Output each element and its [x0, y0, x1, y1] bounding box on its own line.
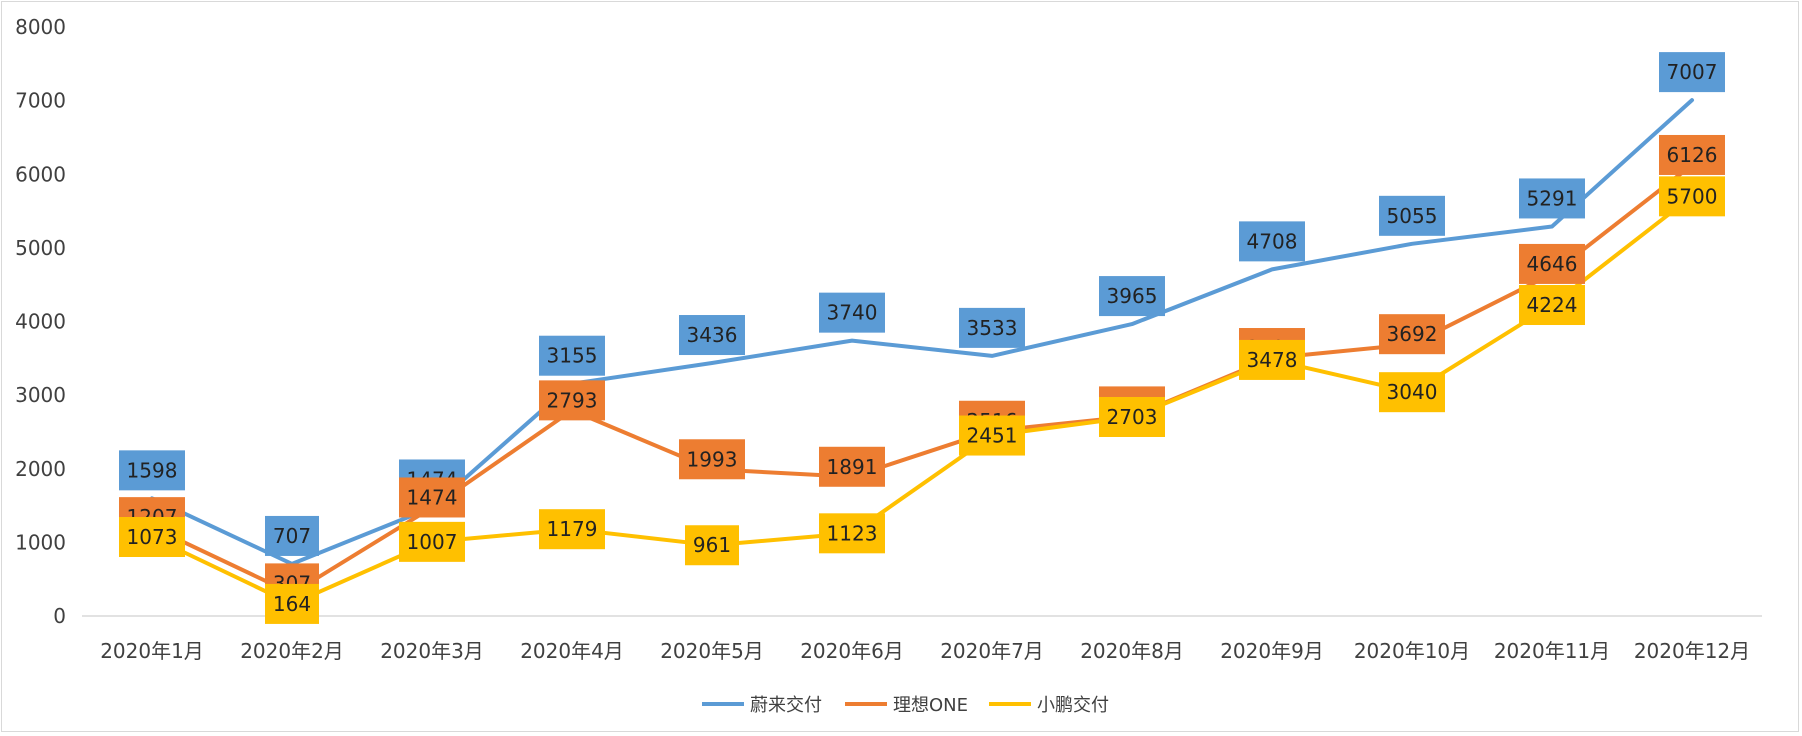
- legend: 蔚来交付 理想ONE 小鹏交付: [702, 695, 1109, 716]
- data-label-box: [1099, 396, 1165, 437]
- data-label: 1891: [827, 455, 878, 479]
- x-tick-label: 2020年11月: [1494, 639, 1610, 663]
- series-line: [150, 98, 1694, 566]
- legend-label: 蔚来交付: [750, 695, 822, 716]
- x-tick-label: 2020年4月: [520, 639, 624, 663]
- data-label: 3155: [547, 344, 598, 368]
- data-label: 3965: [1107, 284, 1158, 308]
- data-label-box: [1519, 285, 1585, 326]
- legend-label: 小鹏交付: [1037, 695, 1109, 716]
- y-tick-label: 0: [53, 604, 66, 628]
- data-label-box: [1239, 221, 1305, 262]
- x-tick-label: 2020年3月: [380, 639, 484, 663]
- data-label: 707: [273, 524, 311, 548]
- data-label-box: [819, 292, 885, 333]
- x-tick-label: 2020年9月: [1220, 639, 1324, 663]
- data-label: 1598: [127, 458, 178, 482]
- x-tick-label: 2020年6月: [800, 639, 904, 663]
- data-label-box: [1519, 243, 1585, 284]
- data-label: 7007: [1667, 60, 1718, 84]
- data-label-box: [399, 477, 465, 518]
- data-label-box: [265, 583, 319, 624]
- data-label: 3533: [967, 316, 1018, 340]
- series-line: [150, 194, 1694, 606]
- data-label-box: [819, 446, 885, 487]
- series-lines: [150, 98, 1694, 606]
- x-tick-label: 2020年7月: [940, 639, 1044, 663]
- data-label: 961: [693, 533, 731, 557]
- y-tick-label: 2000: [15, 457, 66, 481]
- x-tick-label: 2020年5月: [660, 639, 764, 663]
- data-label-box: [1519, 178, 1585, 219]
- data-label-box: [1379, 314, 1445, 355]
- data-label-box: [1379, 195, 1445, 236]
- data-label: 1179: [547, 517, 598, 541]
- data-label: 1073: [127, 525, 178, 549]
- data-label: 6126: [1667, 143, 1718, 167]
- data-label-box: [119, 517, 185, 558]
- data-label: 3436: [687, 323, 738, 347]
- y-tick-label: 7000: [15, 89, 66, 113]
- data-label-box: [1099, 276, 1165, 317]
- data-label: 2793: [547, 388, 598, 412]
- data-label-box: [679, 439, 745, 480]
- y-tick-label: 4000: [15, 310, 66, 334]
- data-label: 3040: [1387, 380, 1438, 404]
- data-label: 5700: [1667, 184, 1718, 208]
- data-label-box: [1659, 52, 1725, 93]
- data-label-box: [265, 515, 319, 556]
- y-tick-label: 8000: [15, 15, 66, 39]
- data-label: 5055: [1387, 204, 1438, 228]
- data-label-box: [959, 415, 1025, 456]
- x-tick-label: 2020年10月: [1354, 639, 1470, 663]
- data-label-box: [539, 335, 605, 376]
- data-label: 4708: [1247, 229, 1298, 253]
- data-label-box: [959, 307, 1025, 348]
- data-label: 1007: [407, 530, 458, 554]
- data-label-box: [819, 513, 885, 554]
- data-label: 4646: [1527, 252, 1578, 276]
- data-label: 3740: [827, 301, 878, 325]
- data-label-box: [399, 521, 465, 562]
- data-label: 1993: [687, 447, 738, 471]
- y-tick-label: 3000: [15, 383, 66, 407]
- data-label: 1474: [407, 485, 458, 509]
- y-tick-label: 6000: [15, 162, 66, 186]
- y-tick-label: 5000: [15, 236, 66, 260]
- data-label-box: [679, 315, 745, 356]
- data-label: 5291: [1527, 186, 1578, 210]
- data-label: 4224: [1527, 293, 1578, 317]
- data-label-box: [539, 509, 605, 550]
- data-label: 2451: [967, 424, 1018, 448]
- data-label: 1123: [827, 521, 878, 545]
- data-label-box: [539, 380, 605, 421]
- legend-label: 理想ONE: [893, 695, 968, 716]
- x-tick-label: 2020年12月: [1634, 639, 1750, 663]
- data-label: 3478: [1247, 348, 1298, 372]
- x-tick-label: 2020年1月: [100, 639, 204, 663]
- data-label-box: [1239, 339, 1305, 380]
- data-label: 164: [273, 592, 311, 616]
- data-label-box: [1659, 134, 1725, 175]
- data-label-box: [1659, 176, 1725, 217]
- data-label: 3692: [1387, 322, 1438, 346]
- data-label-box: [685, 525, 739, 566]
- x-tick-label: 2020年2月: [240, 639, 344, 663]
- data-label-box: [1379, 372, 1445, 413]
- y-tick-label: 1000: [15, 530, 66, 554]
- data-label-box: [119, 450, 185, 491]
- x-tick-label: 2020年8月: [1080, 639, 1184, 663]
- data-labels: 1598 707 1474 3155 3436 3740 3533 3965 4708 5055 5…: [119, 52, 1725, 624]
- axes: 0 1000 2000 3000 4000 5000 6000 7000 8000 2020年1月…: [15, 15, 1762, 663]
- data-label: 2703: [1107, 405, 1158, 429]
